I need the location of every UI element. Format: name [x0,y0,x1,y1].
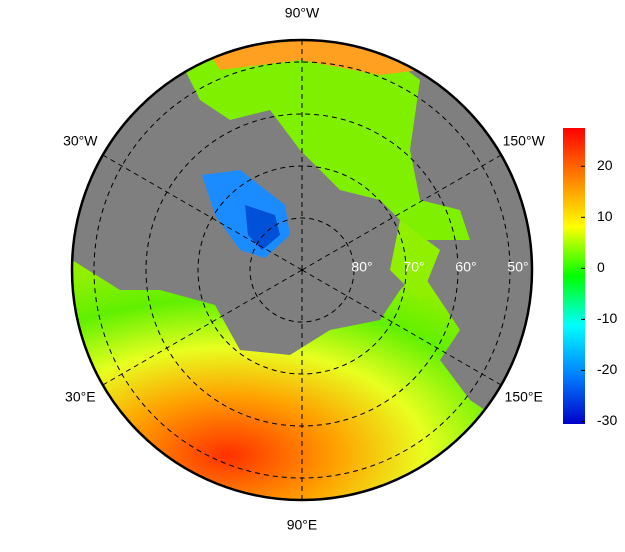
colorbar-tick-label: 10 [597,208,613,224]
longitude-label: 90°E [287,517,318,533]
eurasia [72,260,532,500]
north-america [180,40,470,240]
longitude-label: 150°W [503,133,546,149]
longitude-label: 30°E [65,389,96,405]
colorbar-tick-label: 20 [597,157,613,173]
colorbar-scale [563,128,585,424]
latitude-label: 50° [507,259,528,275]
colorbar-tick-label: -10 [597,310,617,326]
parallel [93,61,511,479]
parallel [145,113,459,427]
parallel [249,217,355,323]
parallel [197,165,407,375]
latitude-label: 70° [403,259,424,275]
colorbar: 20 10 0 -10 -20 -30 [563,128,617,428]
meridian [301,154,502,271]
labels: 90°W 30°W 150°W 30°E 150°E 90°E 80° 70° 60° 50° [63,5,545,533]
longitude-label: 150°E [505,389,543,405]
longitude-label: 90°W [285,5,320,21]
latitude-label: 60° [455,259,476,275]
colorbar-tick-label: 0 [597,259,605,275]
meridian [102,269,303,386]
graticule [93,40,511,500]
latitude-label: 80° [351,259,372,275]
colorbar-tick-label: -20 [597,361,617,377]
colorbar-tick-label: -30 [597,412,617,428]
longitude-label: 30°W [63,133,98,149]
alaska [390,220,440,300]
greenland-core [245,205,280,250]
meridian [102,154,303,271]
meridian [301,269,502,386]
